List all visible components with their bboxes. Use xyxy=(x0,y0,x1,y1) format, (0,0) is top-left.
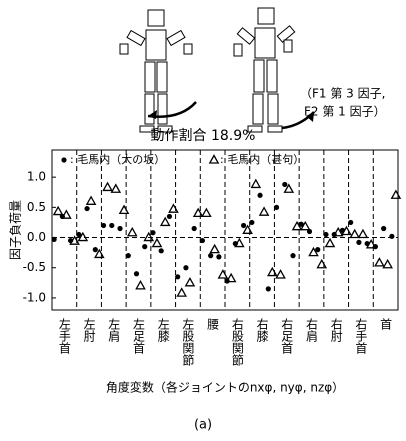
point xyxy=(290,253,295,258)
point xyxy=(54,207,62,215)
x-tick-label: 左足首 xyxy=(132,317,146,354)
point xyxy=(134,271,139,276)
point xyxy=(200,238,205,243)
x-tick-label: 左肩 xyxy=(107,317,121,343)
point xyxy=(257,193,262,198)
point xyxy=(381,226,386,231)
point xyxy=(159,248,164,253)
point xyxy=(61,157,66,162)
point xyxy=(389,234,394,239)
y-axis-label: 因子負荷量 xyxy=(9,200,23,260)
x-tick-label: 左肘 xyxy=(82,317,96,342)
x-tick-label: 右股関節 xyxy=(230,317,244,366)
x-tick-label: 右肩 xyxy=(305,317,319,343)
point xyxy=(326,239,334,247)
point xyxy=(194,209,202,217)
point xyxy=(93,247,98,252)
point xyxy=(216,254,221,259)
point xyxy=(356,240,361,245)
y-tick-label: -1.0 xyxy=(23,290,46,304)
point xyxy=(120,206,128,214)
point xyxy=(175,274,180,279)
y-tick-label: 0.0 xyxy=(27,230,46,244)
point xyxy=(109,223,114,228)
point xyxy=(136,281,144,289)
point xyxy=(103,183,111,191)
point xyxy=(208,253,213,258)
point xyxy=(112,185,120,193)
x-tick-label: 左膝 xyxy=(156,317,170,343)
point xyxy=(383,260,391,268)
point xyxy=(350,230,358,238)
x-tick-label: 左手首 xyxy=(57,317,71,354)
point xyxy=(266,286,271,291)
caption: (a) xyxy=(194,418,212,433)
x-tick-label: 右肘 xyxy=(329,317,343,342)
point xyxy=(249,220,254,225)
point xyxy=(210,245,218,253)
point xyxy=(161,218,169,226)
legend-label: : 毛馬内（大の坂） xyxy=(70,152,165,166)
pose-figure-right xyxy=(234,8,295,132)
point xyxy=(52,237,57,242)
point xyxy=(177,289,185,297)
point xyxy=(126,253,131,258)
x-tick-label: 腰 xyxy=(206,318,220,330)
point xyxy=(87,197,95,205)
point xyxy=(252,180,260,188)
y-tick-label: -0.5 xyxy=(23,260,46,274)
point xyxy=(323,232,328,237)
point xyxy=(318,260,326,268)
point xyxy=(153,239,161,247)
point xyxy=(192,226,197,231)
point xyxy=(169,205,177,213)
point xyxy=(274,205,279,210)
point xyxy=(392,191,400,199)
point xyxy=(227,274,235,282)
point xyxy=(268,268,276,276)
point xyxy=(186,278,194,286)
point xyxy=(348,220,353,225)
point xyxy=(128,228,136,236)
factor-note: F2 第 1 因子） xyxy=(304,105,386,119)
factor-note: （F1 第 3 因子, xyxy=(300,87,385,101)
point xyxy=(202,209,210,217)
point xyxy=(167,214,172,219)
point xyxy=(183,265,188,270)
point xyxy=(359,230,367,238)
x-axis-label: 角度変数（各ジョイントのnxφ, nyφ, nzφ） xyxy=(106,380,344,395)
point xyxy=(241,223,246,228)
point xyxy=(282,182,287,187)
point xyxy=(150,230,155,235)
x-tick-label: 首 xyxy=(379,318,393,330)
x-tick-label: 右手首 xyxy=(354,317,368,354)
y-tick-label: 1.0 xyxy=(27,170,46,184)
y-tick-label: 0.5 xyxy=(27,200,46,214)
point xyxy=(142,244,147,249)
figure: （F1 第 3 因子, F2 第 1 因子） 動作割合 18.9% 因子負荷量 … xyxy=(0,0,406,441)
point xyxy=(210,156,218,164)
motion-ratio: 動作割合 18.9% xyxy=(151,127,256,144)
point xyxy=(219,270,227,278)
point xyxy=(276,270,284,278)
x-tick-label: 左股関節 xyxy=(181,317,195,366)
point xyxy=(117,226,122,231)
point xyxy=(260,208,268,216)
legend-label: : 毛馬内（甚句） xyxy=(220,152,304,166)
x-tick-label: 右膝 xyxy=(255,317,269,343)
point xyxy=(375,258,383,266)
point xyxy=(84,206,89,211)
x-tick-label: 右足首 xyxy=(280,317,294,354)
point xyxy=(101,223,106,228)
